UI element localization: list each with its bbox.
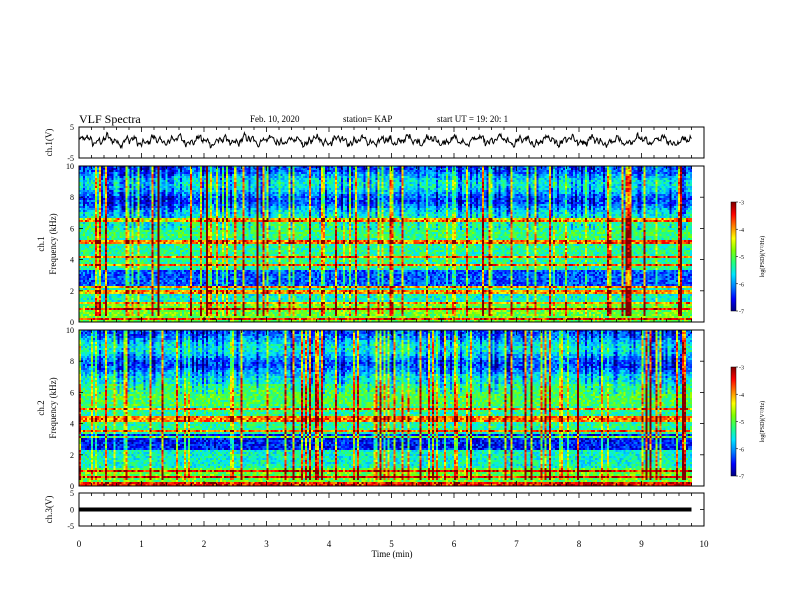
ch2-spectrogram-ytick-label: 2 xyxy=(70,451,74,460)
ch1-spectrogram-ytick-label: 8 xyxy=(70,193,74,202)
ch1-waveform-ytick-label: 5 xyxy=(70,123,74,132)
x-tick-label: 5 xyxy=(389,539,394,549)
ch3-waveform-panel: 5 0 -5 ch.3(V) xyxy=(44,489,705,531)
ch2-colorbar: -3 -4 -5 -6 -7 log(PSD)(V²/Hz) xyxy=(730,366,766,481)
ch2-colorbar-bar xyxy=(730,366,737,477)
time-axis: Time (min) 0 1 2 3 4 5 6 7 8 9 10 xyxy=(77,539,709,559)
ch1-colorbar-label: log(PSD)(V²/Hz) xyxy=(759,236,766,277)
ch1-waveform-ytick-label: -5 xyxy=(67,154,74,163)
date-label: Feb. 10, 2020 xyxy=(250,114,300,124)
x-tick-label: 4 xyxy=(327,539,332,549)
ch2-colorbar-tick-label: -5 xyxy=(739,420,744,426)
ch1-colorbar-tick-label: -4 xyxy=(739,228,744,234)
ch1-spectrogram-ytick-label: 0 xyxy=(70,318,74,327)
figure-title: VLF Spectra xyxy=(79,112,141,126)
ch2-spectrogram-ytick-label: 10 xyxy=(66,326,74,335)
ch2-spectrogram-ylabel2: Frequency (kHz) xyxy=(48,377,58,438)
ch1-spectrogram-ytick-label: 6 xyxy=(70,224,74,233)
x-axis-label: Time (min) xyxy=(372,549,413,559)
ch1-spectrogram-ylabel2: Frequency (kHz) xyxy=(48,213,58,274)
x-tick-label: 1 xyxy=(139,539,144,549)
ch3-waveform-ytick-label: -5 xyxy=(67,522,74,531)
ch2-colorbar-tick-label: -7 xyxy=(739,475,744,481)
ch2-spectrogram-ytick-label: 4 xyxy=(70,420,74,429)
ch1-colorbar: -3 -4 -5 -6 -7 log(PSD)(V²/Hz) xyxy=(730,201,766,316)
ch1-colorbar-tick-label: -3 xyxy=(739,201,744,207)
ch2-spectrogram-ytick-label: 6 xyxy=(70,388,74,397)
ch2-spectrogram-ytick-label: 0 xyxy=(70,482,74,491)
ch3-waveform-ylabel: ch.3(V) xyxy=(44,496,54,524)
ch3-waveform-ytick-label: 0 xyxy=(70,506,74,515)
ch2-colorbar-tick-label: -6 xyxy=(739,447,744,453)
ch2-colorbar-label: log(PSD)(V²/Hz) xyxy=(759,401,766,442)
ch1-colorbar-tick-label: -6 xyxy=(739,282,744,288)
ch2-spectrogram-ytick-label: 8 xyxy=(70,357,74,366)
ch1-spectrogram-ytick-label: 10 xyxy=(66,162,74,171)
station-label: station= KAP xyxy=(343,114,392,124)
ch1-spectrogram-image xyxy=(79,166,704,322)
x-tick-label: 2 xyxy=(202,539,207,549)
ch1-spectrogram-ytick-label: 4 xyxy=(70,256,74,265)
ch2-colorbar-tick-label: -3 xyxy=(739,366,744,372)
ch1-waveform-trace xyxy=(78,130,692,150)
x-tick-label: 9 xyxy=(639,539,644,549)
ch2-colorbar-tick-label: -4 xyxy=(739,393,744,399)
x-tick-label: 7 xyxy=(514,539,519,549)
ch2-spectrogram-panel: 0 2 4 6 8 10 ch.2 Frequency (kHz) xyxy=(36,326,705,491)
ch1-spectrogram-ytick-label: 2 xyxy=(70,287,74,296)
x-tick-label: 6 xyxy=(452,539,457,549)
ch1-colorbar-tick-label: -5 xyxy=(739,255,744,261)
start-time-label: start UT = 19: 20: 1 xyxy=(437,114,508,124)
ch3-waveform-ytick-label: 5 xyxy=(70,489,74,498)
ch1-waveform-ylabel: ch.1(V) xyxy=(44,129,54,157)
x-tick-label: 0 xyxy=(77,539,82,549)
ch1-spectrogram-ylabel: ch.1 xyxy=(36,236,46,251)
x-tick-label: 8 xyxy=(577,539,582,549)
ch1-colorbar-tick-label: -7 xyxy=(739,310,744,316)
x-tick-label: 10 xyxy=(700,539,710,549)
ch1-spectrogram-panel: 0 2 4 6 8 10 ch.1 Frequency (kHz) xyxy=(36,162,705,327)
ch1-waveform-panel: 5 -5 ch.1(V) xyxy=(44,123,705,163)
ch2-spectrogram-ylabel: ch.2 xyxy=(36,400,46,415)
ch1-colorbar-bar xyxy=(730,201,737,312)
x-tick-label: 3 xyxy=(264,539,269,549)
ch2-spectrogram-image xyxy=(79,330,704,486)
